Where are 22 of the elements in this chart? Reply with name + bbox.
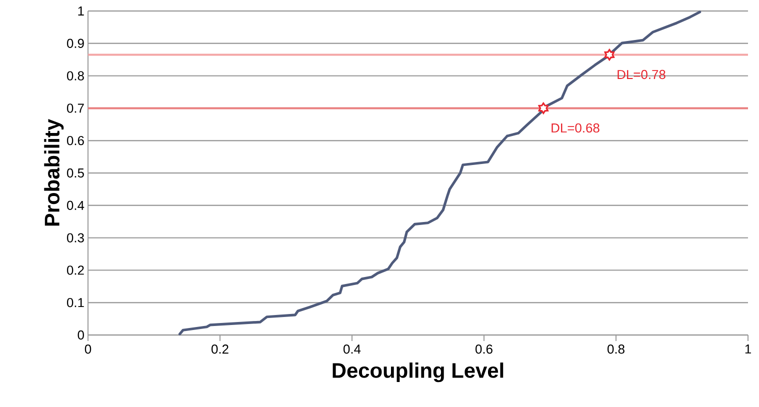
y-tick-label: 0.5 xyxy=(66,168,84,178)
x-tick-label: 0.6 xyxy=(476,344,492,354)
x-tick-label: 0 xyxy=(84,344,92,354)
y-tick-label: 1 xyxy=(78,6,84,16)
x-tick-label: 0.2 xyxy=(212,344,228,354)
x-tick-label: 1 xyxy=(745,344,751,354)
x-axis-title: Decoupling Level xyxy=(332,362,504,382)
y-tick-label: 0.8 xyxy=(66,71,84,80)
y-tick-label: 0.3 xyxy=(66,233,84,242)
y-tick-label: 0.2 xyxy=(66,266,84,275)
line-series xyxy=(178,10,702,336)
y-tick-label: 0.6 xyxy=(66,136,84,146)
annotation: DL=0.78 xyxy=(618,70,666,80)
y-tick-label: 0.1 xyxy=(66,298,84,308)
y-tick-label: 0.4 xyxy=(66,200,84,210)
y-tick-label: 0.7 xyxy=(66,104,84,113)
y-tick-label: 0.9 xyxy=(66,38,84,48)
x-tick-label: 0.4 xyxy=(344,344,361,354)
y-axis-title: Probability xyxy=(44,119,64,226)
y-tick-label: 0 xyxy=(78,330,84,340)
x-tick-label: 0.8 xyxy=(608,344,624,354)
annotation: DL=0.68 xyxy=(552,123,600,133)
